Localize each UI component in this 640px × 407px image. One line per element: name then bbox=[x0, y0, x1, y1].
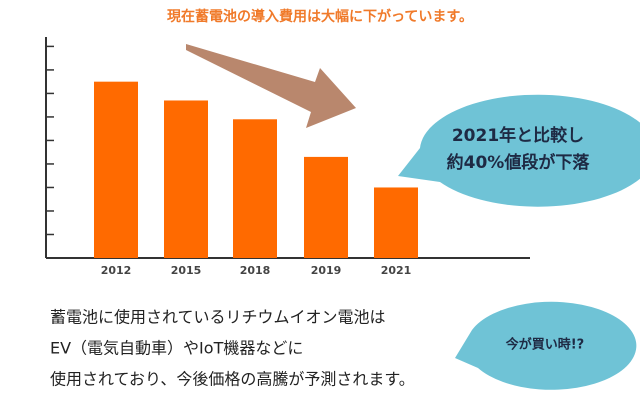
chart-title: 現在蓄電池の導入費用は大幅に下がっています。 bbox=[167, 8, 473, 25]
callout-bubble bbox=[398, 94, 640, 207]
callout-text: 2021年と比較し bbox=[452, 125, 584, 146]
trend-arrow bbox=[186, 44, 356, 128]
x-tick-label: 2012 bbox=[101, 264, 132, 277]
bar bbox=[304, 156, 348, 258]
callout-text: 約40%値段が下落 bbox=[447, 152, 591, 173]
body-text: EV（電気自動車）やIoT機器などに bbox=[50, 339, 303, 358]
body-text: 使用されており、今後価格の高騰が予測されます。 bbox=[50, 370, 415, 389]
x-tick-label: 2018 bbox=[240, 264, 271, 277]
callout-text: 今が買い時!? bbox=[505, 337, 584, 353]
x-tick-label: 2021 bbox=[381, 264, 412, 277]
x-tick-label: 2019 bbox=[311, 264, 342, 277]
x-tick-label: 2015 bbox=[171, 264, 202, 277]
bar bbox=[233, 119, 277, 258]
bar bbox=[94, 81, 138, 258]
bar bbox=[164, 100, 208, 258]
body-text: 蓄電池に使用されているリチウムイオン電池は bbox=[50, 308, 386, 327]
bar bbox=[374, 187, 418, 258]
callout-bubble bbox=[455, 301, 637, 390]
